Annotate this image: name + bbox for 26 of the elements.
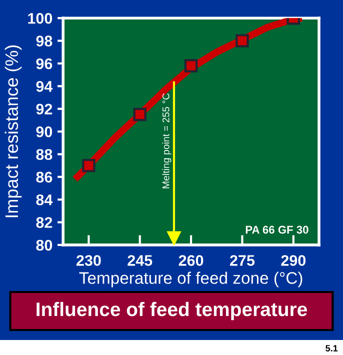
point [236,34,249,48]
point [184,59,198,72]
y-tick-label: 84 [36,194,53,206]
y-axis-title: Impact resistance (%) [4,45,22,218]
y-tick-label: 80 [36,240,52,251]
y-tick-label: 96 [36,58,52,70]
y-tick-label: 82 [36,217,52,228]
x-tick-label: 290 [281,255,306,266]
y-tick-label: 90 [36,126,52,138]
y-tick-label: 94 [36,81,53,92]
text: 5.1 [326,345,338,352]
x-axis-title: Temperature of feed zone (°C) [79,272,302,288]
x-tick-label: 230 [76,255,101,266]
y-tick-label: 98 [36,36,52,46]
annotation: PA 66 GF 30 [246,226,308,234]
point [133,108,146,122]
y-tick-label: 88 [36,149,52,160]
point [82,158,96,172]
x-tick-label: 245 [128,255,152,266]
x-tick-label: 260 [178,255,204,266]
y-tick-label: 100 [28,12,52,24]
y-tick-label: 86 [36,172,52,183]
x-tick-label: 275 [230,255,255,266]
y-tick-label: 92 [36,104,52,115]
text: Influence of feed temperature [36,302,307,320]
ref-line-label: Melting point = 255 °C [162,93,172,188]
